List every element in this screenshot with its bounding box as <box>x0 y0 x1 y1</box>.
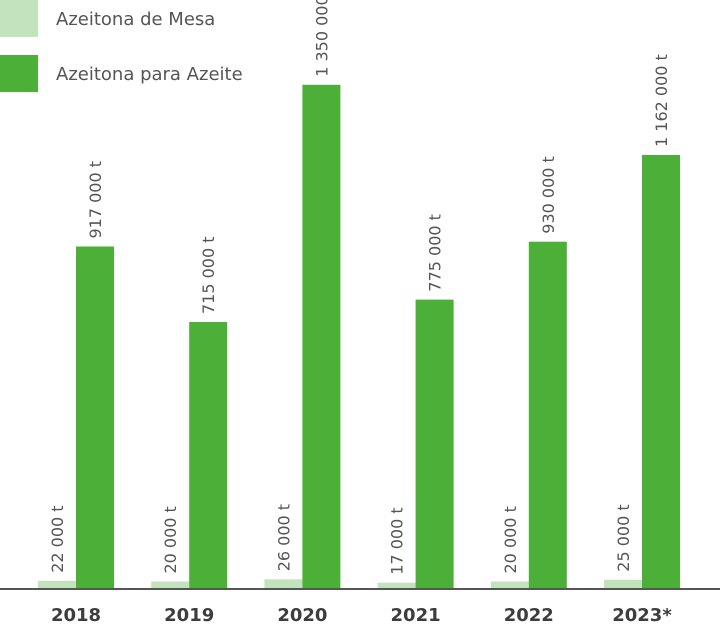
bar-azeite-2021 <box>415 299 454 589</box>
value-label-azeite-2021: 775 000 t <box>426 214 445 292</box>
x-axis-tick-labels: 2018 2019 2020 2021 2022 2023* <box>51 605 672 626</box>
value-label-mesa-2019: 20 000 t <box>161 506 180 573</box>
value-label-mesa-2022: 20 000 t <box>501 506 520 573</box>
bar-mesa-2022 <box>490 581 529 589</box>
x-tick-label-2021: 2021 <box>391 605 441 626</box>
value-label-mesa-2018: 22 000 t <box>48 505 67 572</box>
bar-mesa-2020 <box>264 579 303 589</box>
bar-mesa-2018 <box>38 580 76 589</box>
bars <box>38 84 680 590</box>
bar-azeite-2018 <box>76 246 114 589</box>
value-label-azeite-2019: 715 000 t <box>199 236 218 314</box>
legend-swatch-azeitona-para-azeite <box>0 55 38 92</box>
value-label-azeite-2022: 930 000 t <box>539 156 558 234</box>
bar-azeite-2020 <box>302 84 341 590</box>
x-tick-label-2020: 2020 <box>277 605 327 626</box>
x-tick-label-2019: 2019 <box>164 605 214 626</box>
bar-azeite-2022 <box>528 241 567 589</box>
x-tick-label-2018: 2018 <box>51 605 101 626</box>
value-label-mesa-2023: 25 000 t <box>614 504 633 571</box>
bar-azeite-2019 <box>189 322 228 589</box>
value-label-mesa-2021: 17 000 t <box>388 507 407 574</box>
legend: Azeitona de Mesa Azeitona para Azeite <box>0 0 243 92</box>
value-label-azeite-2020: 1 350 000 t <box>312 0 331 77</box>
x-tick-label-2023: 2023* <box>612 605 672 626</box>
x-tick-label-2022: 2022 <box>504 605 554 626</box>
bar-mesa-2023 <box>604 579 642 589</box>
legend-label-azeitona-de-mesa: Azeitona de Mesa <box>56 9 215 30</box>
value-label-mesa-2020: 26 000 t <box>274 504 293 571</box>
bar-azeite-2023 <box>642 155 680 589</box>
legend-label-azeitona-para-azeite: Azeitona para Azeite <box>56 64 243 85</box>
legend-swatch-azeitona-de-mesa <box>0 0 38 37</box>
value-label-azeite-2023: 1 162 000 t <box>652 54 671 147</box>
bar-mesa-2021 <box>377 582 416 589</box>
value-labels: 22 000 t 917 000 t 20 000 t 715 000 t 26 000… <box>48 0 671 575</box>
bar-mesa-2019 <box>151 581 190 589</box>
value-label-azeite-2018: 917 000 t <box>86 161 105 239</box>
